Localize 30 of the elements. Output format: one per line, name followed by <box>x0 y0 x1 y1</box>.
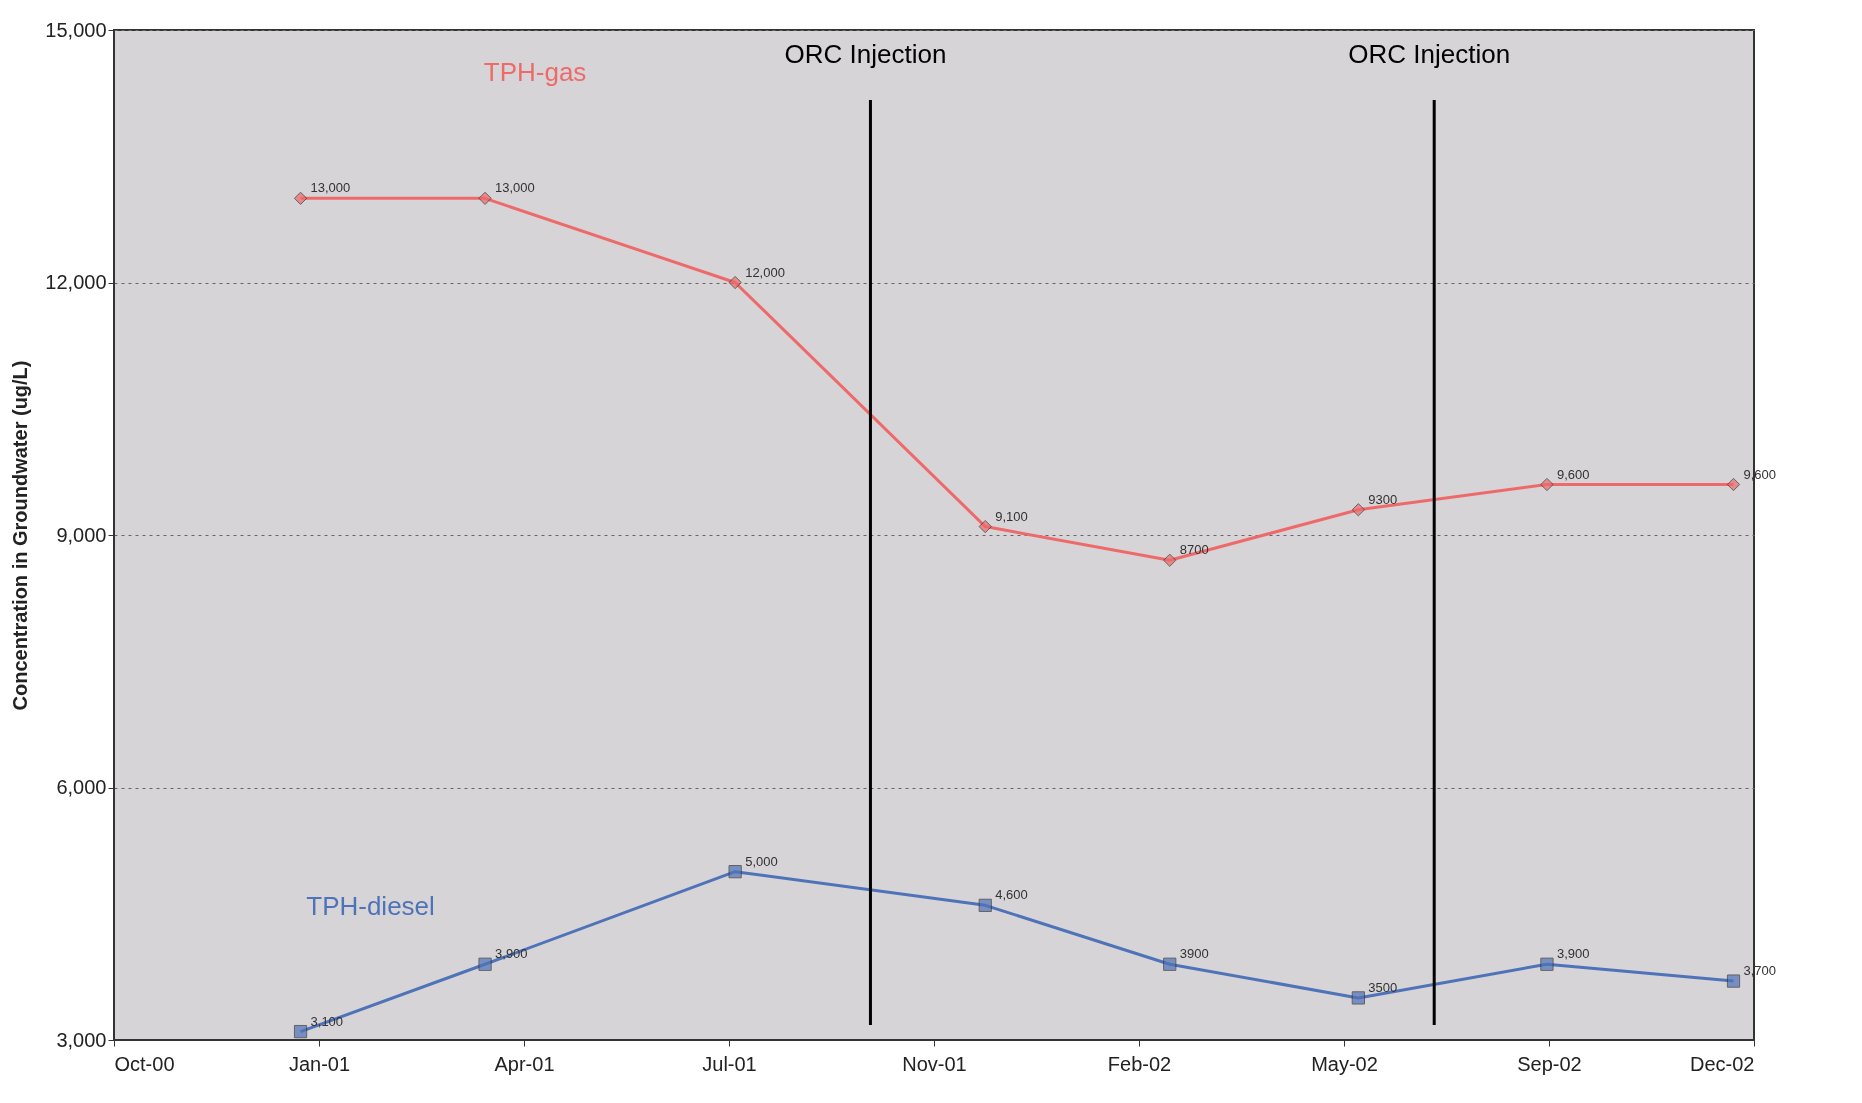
data-label: 3,900 <box>1556 946 1590 962</box>
data-label: 9300 <box>1368 491 1398 507</box>
y-tick-label: 15,000 <box>45 18 107 41</box>
x-tick-label: Sep-02 <box>1517 1052 1582 1075</box>
data-label: 13,000 <box>495 180 535 196</box>
data-label: 13,000 <box>310 180 351 196</box>
data-label: 9,100 <box>995 508 1028 524</box>
y-tick-label: 3,000 <box>56 1028 107 1051</box>
x-tick-label: Oct-00 <box>114 1052 175 1075</box>
x-tick-label: Nov-01 <box>902 1052 967 1075</box>
y-axis-title: Concentration in Groundwater (ug/L) <box>9 360 32 711</box>
x-tick-label: Jul-01 <box>702 1052 757 1075</box>
x-tick-label: Jan-01 <box>288 1052 351 1075</box>
data-label: 5,000 <box>745 853 778 869</box>
x-tick-label: Apr-01 <box>494 1052 555 1075</box>
data-label: 12,000 <box>745 264 785 280</box>
y-tick-label: 9,000 <box>56 523 107 546</box>
ref-line-label: ORC Injection <box>1348 39 1511 69</box>
text: TPH-gas <box>483 57 587 88</box>
y-tick-label: 6,000 <box>56 776 107 798</box>
data-label: 4,600 <box>995 887 1028 903</box>
data-label: 9,600 <box>1556 466 1590 482</box>
x-tick-label: May-02 <box>1311 1052 1378 1075</box>
data-label: 3900 <box>1179 946 1209 962</box>
data-label: 3500 <box>1368 979 1398 995</box>
ref-line-label: ORC Injection <box>784 39 947 69</box>
x-tick-label: Dec-02 <box>1690 1052 1755 1075</box>
x-tick-label: Feb-02 <box>1107 1052 1172 1075</box>
text: TPH-diesel <box>306 890 435 921</box>
y-tick-label: 12,000 <box>45 271 107 293</box>
